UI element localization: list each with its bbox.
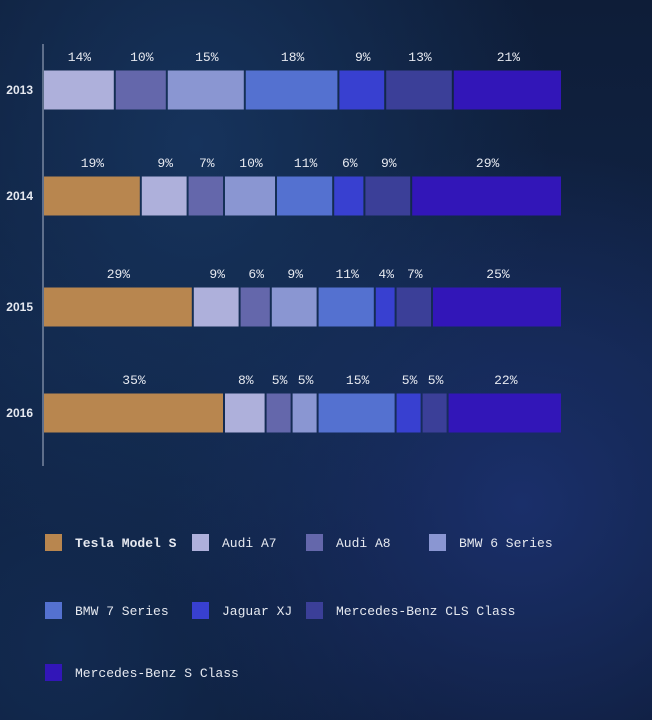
- data-label-2016-1: 35%: [122, 373, 146, 388]
- bar-2013-mercedes-benz-cls-class: [386, 70, 452, 110]
- data-label-2015-1: 29%: [107, 267, 131, 282]
- data-label-2013-3: 10%: [130, 50, 154, 65]
- data-label-2014-3: 7%: [199, 156, 215, 171]
- data-label-2015-8: 25%: [486, 267, 510, 282]
- data-label-2016-6: 5%: [402, 373, 418, 388]
- legend-swatch-mercedes-benz-cls-class: [306, 602, 323, 619]
- bar-2016-mercedes-benz-cls-class: [422, 393, 447, 433]
- bar-2013-mercedes-benz-s-class: [453, 70, 561, 110]
- data-label-2016-4: 5%: [298, 373, 314, 388]
- bar-2014-jaguar-xj: [334, 176, 364, 216]
- bar-2016-jaguar-xj: [396, 393, 421, 433]
- bar-2015-audi-a7: [193, 287, 239, 327]
- data-label-2014-7: 9%: [381, 156, 397, 171]
- legend-label-mercedes-benz-s-class: Mercedes-Benz S Class: [75, 666, 239, 681]
- legend-swatch-audi-a7: [192, 534, 209, 551]
- data-label-2015-2: 9%: [209, 267, 225, 282]
- data-label-2016-7: 5%: [428, 373, 444, 388]
- bars-layer: 14% 10% 15% 18% 9% 13% 21% 19% 9% 7% 10% 11% 6% 9% 29%…: [44, 50, 561, 433]
- bar-2016-bmw-6-series: [292, 393, 317, 433]
- bar-2013-bmw-7-series: [245, 70, 338, 110]
- bar-2015-jaguar-xj: [375, 287, 395, 327]
- bar-2016-audi-a7: [225, 393, 265, 433]
- bar-2016-audi-a8: [266, 393, 291, 433]
- data-label-2014-6: 6%: [342, 156, 358, 171]
- legend-swatch-mercedes-benz-s-class: [45, 664, 62, 681]
- legend-label-audi-a8: Audi A8: [336, 536, 391, 551]
- category-label-2014: 2014: [6, 189, 33, 203]
- legend-label-bmw-7-series: BMW 7 Series: [75, 604, 169, 619]
- data-label-2013-5: 18%: [281, 50, 305, 65]
- bar-2015-tesla-model-s: [44, 287, 192, 327]
- bar-2013-bmw-6-series: [167, 70, 244, 110]
- bar-2014-audi-a7: [141, 176, 187, 216]
- category-label-2016: 2016: [6, 406, 33, 420]
- bar-2014-tesla-model-s: [44, 176, 140, 216]
- data-label-2014-8: 29%: [476, 156, 500, 171]
- data-label-2013-4: 15%: [195, 50, 219, 65]
- legend: Tesla Model S Audi A7 Audi A8 BMW 6 Series B…: [45, 534, 553, 681]
- bar-2016-tesla-model-s: [44, 393, 223, 433]
- data-label-2014-4: 10%: [239, 156, 263, 171]
- bar-2014-mercedes-benz-s-class: [412, 176, 561, 216]
- data-label-2016-2: 8%: [238, 373, 254, 388]
- legend-label-audi-a7: Audi A7: [222, 536, 277, 551]
- data-label-2015-3: 6%: [248, 267, 264, 282]
- bar-2015-bmw-7-series: [318, 287, 374, 327]
- data-label-2013-7: 13%: [408, 50, 432, 65]
- bar-2013-jaguar-xj: [339, 70, 385, 110]
- data-label-2013-8: 21%: [497, 50, 521, 65]
- data-label-2015-5: 11%: [335, 267, 359, 282]
- legend-label-mercedes-benz-cls-class: Mercedes-Benz CLS Class: [336, 604, 515, 619]
- data-label-2016-8: 22%: [494, 373, 518, 388]
- data-label-2015-4: 9%: [287, 267, 303, 282]
- legend-label-bmw-6-series: BMW 6 Series: [459, 536, 553, 551]
- category-label-2015: 2015: [6, 300, 33, 314]
- bar-2014-bmw-6-series: [225, 176, 275, 216]
- legend-swatch-jaguar-xj: [192, 602, 209, 619]
- bar-2013-audi-a8: [115, 70, 166, 110]
- bar-2016-mercedes-benz-s-class: [448, 393, 561, 433]
- legend-label-tesla-model-s: Tesla Model S: [75, 536, 177, 551]
- legend-label-jaguar-xj: Jaguar XJ: [222, 604, 292, 619]
- legend-swatch-audi-a8: [306, 534, 323, 551]
- data-label-2016-3: 5%: [272, 373, 288, 388]
- bar-2014-bmw-7-series: [277, 176, 333, 216]
- data-label-2013-2: 14%: [68, 50, 92, 65]
- bar-2013-audi-a7: [44, 70, 114, 110]
- data-label-2016-5: 15%: [346, 373, 370, 388]
- bar-2015-audi-a8: [240, 287, 270, 327]
- legend-swatch-bmw-6-series: [429, 534, 446, 551]
- data-label-2015-6: 4%: [378, 267, 394, 282]
- bar-2015-mercedes-benz-cls-class: [396, 287, 431, 327]
- bar-2015-bmw-6-series: [271, 287, 317, 327]
- bar-2014-mercedes-benz-cls-class: [365, 176, 411, 216]
- bar-2015-mercedes-benz-s-class: [433, 287, 561, 327]
- data-label-2015-7: 7%: [407, 267, 423, 282]
- data-label-2014-5: 11%: [294, 156, 318, 171]
- axis-layer: 2013 2014 2015 2016: [6, 44, 44, 466]
- data-label-2013-6: 9%: [355, 50, 371, 65]
- legend-swatch-tesla-model-s: [45, 534, 62, 551]
- bar-2016-bmw-7-series: [318, 393, 395, 433]
- data-label-2014-1: 19%: [81, 156, 105, 171]
- legend-swatch-bmw-7-series: [45, 602, 62, 619]
- category-label-2013: 2013: [6, 83, 33, 97]
- data-label-2014-2: 9%: [157, 156, 173, 171]
- bar-2014-audi-a8: [188, 176, 223, 216]
